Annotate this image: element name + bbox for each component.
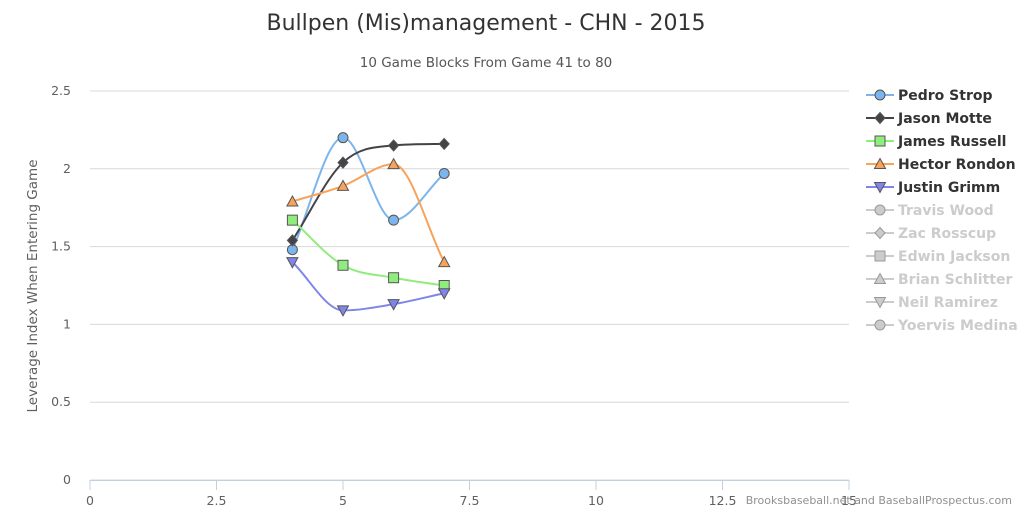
- legend-item-neil-ramirez[interactable]: Neil Ramirez: [866, 295, 998, 311]
- y-axis: 0 0.5 1 1.5 2 2.5: [51, 83, 71, 487]
- legend-item-justin-grimm[interactable]: Justin Grimm: [866, 180, 1000, 196]
- data-point-jason-motte[interactable]: [286, 234, 299, 247]
- series-hector-rondon[interactable]: [286, 157, 451, 268]
- chart-title: Bullpen (Mis)management - CHN - 2015: [267, 11, 706, 36]
- data-point-justin-grimm[interactable]: [336, 305, 350, 317]
- x-tick-label: 12.5: [709, 493, 737, 508]
- data-point-james-russell[interactable]: [337, 259, 349, 271]
- data-point-hector-rondon[interactable]: [387, 157, 400, 170]
- series-line-hector-rondon[interactable]: [292, 163, 446, 263]
- legend-label: Brian Schlitter: [898, 272, 1012, 288]
- data-point-hector-rondon[interactable]: [437, 255, 451, 268]
- series-line-jason-motte[interactable]: [291, 142, 445, 241]
- legend-item-jason-motte[interactable]: Jason Motte: [866, 111, 992, 127]
- y-tick-label: 2.5: [51, 83, 71, 98]
- x-axis: 0 2.5 5 7.5 10 12.5 15: [86, 480, 857, 508]
- series-jason-motte[interactable]: [286, 137, 450, 247]
- legend-label: Edwin Jackson: [898, 249, 1010, 265]
- legend-item-hector-rondon[interactable]: Hector Rondon: [866, 157, 1016, 173]
- grid-lines: [90, 90, 849, 481]
- x-tick-label: 0: [86, 493, 94, 508]
- legend: Pedro Strop Jason Motte James Russell Hecto…: [866, 88, 1018, 334]
- legend-label: Neil Ramirez: [898, 295, 998, 311]
- legend-label: Hector Rondon: [898, 157, 1016, 173]
- data-point-james-russell[interactable]: [388, 272, 400, 284]
- data-point-james-russell[interactable]: [286, 214, 298, 226]
- legend-marker-edwin-jackson: [874, 250, 886, 262]
- data-point-justin-grimm[interactable]: [387, 299, 400, 311]
- legend-label: Zac Rosscup: [898, 226, 996, 242]
- legend-label: Yoervis Medina: [897, 318, 1018, 334]
- series-james-russell[interactable]: [286, 214, 450, 291]
- data-point-hector-rondon[interactable]: [336, 179, 350, 191]
- y-axis-label: Leverage Index When Entering Game: [25, 160, 41, 413]
- legend-item-pedro-strop[interactable]: Pedro Strop: [866, 88, 993, 104]
- x-tick-label: 15: [841, 493, 857, 508]
- legend-marker-pedro-strop: [874, 89, 886, 101]
- chart-subtitle: 10 Game Blocks From Game 41 to 80: [360, 55, 613, 71]
- legend-item-zac-rosscup[interactable]: Zac Rosscup: [866, 226, 996, 242]
- data-point-hector-rondon[interactable]: [286, 194, 299, 207]
- series-justin-grimm[interactable]: [286, 257, 451, 317]
- x-tick-label: 2.5: [207, 493, 227, 508]
- legend-item-travis-wood[interactable]: Travis Wood: [866, 203, 994, 219]
- legend-marker-james-russell: [874, 135, 886, 147]
- data-point-justin-grimm[interactable]: [286, 257, 299, 269]
- legend-label: Pedro Strop: [898, 88, 993, 104]
- series-line-james-russell[interactable]: [291, 219, 445, 287]
- legend-marker-justin-grimm: [873, 182, 887, 194]
- data-point-pedro-strop[interactable]: [438, 167, 450, 179]
- legend-label: Jason Motte: [897, 111, 992, 127]
- legend-item-edwin-jackson[interactable]: Edwin Jackson: [866, 249, 1010, 265]
- data-point-jason-motte[interactable]: [387, 139, 400, 152]
- y-tick-label: 2: [63, 161, 71, 176]
- legend-marker-hector-rondon: [873, 157, 887, 169]
- series-pedro-strop[interactable]: [286, 132, 450, 256]
- legend-label: Travis Wood: [898, 203, 994, 219]
- legend-marker-zac-rosscup: [874, 226, 886, 240]
- x-tick-label: 7.5: [460, 493, 480, 508]
- legend-marker-travis-wood: [874, 204, 886, 216]
- x-tick-label: 10: [588, 493, 604, 508]
- data-point-pedro-strop[interactable]: [337, 132, 349, 144]
- legend-marker-yoervis-medina: [874, 319, 886, 331]
- legend-marker-neil-ramirez: [873, 297, 887, 309]
- data-point-jason-motte[interactable]: [337, 156, 349, 169]
- legend-item-yoervis-medina[interactable]: Yoervis Medina: [866, 318, 1018, 334]
- data-point-justin-grimm[interactable]: [437, 288, 451, 300]
- series-group: [286, 132, 451, 317]
- y-tick-label: 0.5: [51, 394, 71, 409]
- y-tick-label: 0: [63, 472, 71, 487]
- x-tick-label: 5: [339, 493, 347, 508]
- legend-item-brian-schlitter[interactable]: Brian Schlitter: [866, 272, 1012, 288]
- legend-label: Justin Grimm: [897, 180, 1000, 196]
- data-point-pedro-strop[interactable]: [388, 214, 400, 226]
- legend-item-james-russell[interactable]: James Russell: [866, 134, 1006, 150]
- series-line-justin-grimm[interactable]: [291, 261, 445, 312]
- y-tick-label: 1.5: [51, 239, 71, 254]
- credits[interactable]: Brooksbaseball.net and BaseballProspectu…: [746, 494, 1012, 507]
- legend-marker-jason-motte: [874, 111, 886, 125]
- y-tick-label: 1: [63, 316, 71, 331]
- data-point-jason-motte[interactable]: [438, 137, 450, 151]
- legend-marker-brian-schlitter: [873, 272, 887, 284]
- series-line-pedro-strop[interactable]: [291, 136, 445, 251]
- legend-label: James Russell: [897, 134, 1006, 150]
